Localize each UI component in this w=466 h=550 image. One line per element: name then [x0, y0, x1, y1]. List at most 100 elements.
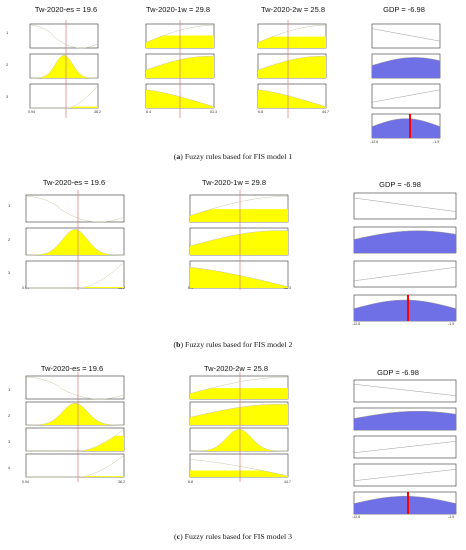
panel-b-input1-rule1-frame [25, 194, 125, 223]
panel-b-input1-title: Tw-2020-es = 19.6 [42, 178, 106, 187]
panel-b-input2-rule1-mf-curve [189, 196, 289, 216]
panel-c-input2-rule3-fill [190, 429, 288, 451]
panel-c-output-rule1-frame [353, 379, 457, 403]
panel-b-input1-rule3-frame [25, 260, 125, 289]
panel-c-input1-rule4-mf-curve [26, 454, 125, 478]
panel-b-output-rule4-mf-curve [353, 299, 457, 309]
panel-c-input1-rule3-mf-curve [26, 428, 125, 452]
caption-text: Fuzzy rules based for FIS model 2 [185, 340, 293, 349]
panel-c-input2-rule2-fill [190, 404, 288, 425]
panel-a-input1-rule3-mf-curve [30, 85, 99, 109]
panel-a-input1-rule2-mf-curve [29, 54, 99, 79]
panel-b-input1-rule2-mf-curve [25, 229, 125, 256]
panel-c-input2-min: 6.8 [188, 480, 193, 484]
panel-b-input1-min: 0.94 [22, 286, 29, 290]
caption-letter: b [176, 340, 181, 349]
panel-c-input2-rule1-fill [190, 388, 288, 399]
panel-b-input1-rule2-fill [26, 229, 124, 255]
panel-a-output-max: -1.9 [433, 140, 440, 144]
panel-b-output-title: GDP = -6.98 [379, 180, 421, 189]
panel-c-rule-number: 4 [8, 465, 11, 470]
caption-text: Fuzzy rules based for FIS model 1 [184, 152, 293, 161]
panel-a-output-rule3-mf-curve [371, 89, 441, 103]
panel-a-output-rule2-mf-curve [371, 57, 441, 66]
panel-b-input2-rule3-fill [190, 267, 288, 288]
panel-c-input2-rule1-mf-curve [189, 376, 289, 394]
panel-a-input3-rule2-mf-curve [257, 56, 326, 71]
panel-a-rule-number: 3 [6, 94, 9, 99]
panel-a-input1-rule3-fill [30, 106, 98, 108]
panel-c-input1-rule2-mf-curve [25, 402, 125, 426]
panel-b-input2-rule3-mf-curve [189, 267, 289, 287]
panel-a-input3-rule1-fill [258, 36, 326, 48]
panel-b-caption: (b) Fuzzy rules based for FIS model 2 [173, 340, 293, 349]
panel-a-input3-max: 44.7 [322, 110, 329, 114]
panel-b-input2-rule2-fill [190, 230, 288, 255]
panel-c-input1-rule1-mf-curve [25, 376, 125, 400]
panel-c-input1-min: 0.94 [22, 480, 29, 484]
panel-b-output-rule1-frame [353, 192, 457, 220]
panel-a-output-min: -12.6 [370, 140, 379, 144]
panel-c-rule-number: 3 [8, 439, 11, 444]
panel-c-input2-title: Tw-2020-2w = 25.8 [204, 364, 268, 373]
panel-b-input2-rule2-mf-curve [189, 230, 288, 247]
panel-c-rule-number: 1 [8, 387, 11, 392]
panel-b-input2-rule1-fill [190, 209, 288, 222]
panel-a-rule-number: 1 [6, 30, 9, 35]
panel-c-input1-rule4-fill [26, 476, 124, 477]
panel-b-output-rule4-fill [354, 300, 456, 321]
panel-b-rule-number: 2 [8, 237, 11, 242]
panel-c-output-rule2-mf-curve [353, 410, 457, 419]
panel-b-input1-rule1-mf-curve [25, 196, 125, 223]
panel-a-input1-rule3-frame [29, 83, 99, 109]
panel-c-output-rule2-fill [354, 411, 456, 430]
panel-a-input3-rule3-fill [258, 89, 326, 108]
panel-c-input1-max: 38.2 [118, 480, 125, 484]
panel-b-output-rule2-mf-curve [353, 230, 457, 240]
panel-b-output-min: -12.6 [352, 322, 361, 326]
panel-c-output-rule4-mf-curve [353, 469, 457, 482]
panel-b-input1-rule3-mf-curve [26, 262, 125, 289]
panel-a-output-rule1-frame [371, 23, 441, 49]
panel-a-input1-rule1-mf-curve [29, 24, 99, 49]
caption-letter: a [176, 152, 181, 161]
panel-c-input2-rule4-fill [190, 470, 288, 477]
panel-a-rule-number: 2 [6, 62, 9, 67]
panel-a-output-title: GDP = -6.98 [383, 5, 425, 14]
panel-c-input1-rule1-frame [25, 375, 125, 400]
caption-letter: c [176, 532, 181, 541]
panel-b-output-rule2-fill [354, 230, 456, 253]
panel-a-input1-rule2-fill [30, 55, 98, 78]
panel-a-input1-rule1-frame [29, 23, 99, 49]
panel-b-input1-rule3-fill [26, 286, 124, 288]
panel-c-input2-max: 44.7 [284, 480, 291, 484]
panel-a-input1-title: Tw-2020-es = 19.6 [34, 5, 98, 14]
panel-c-output-rule1-mf-curve [353, 383, 457, 396]
caption-text: Fuzzy rules based for FIS model 3 [184, 532, 293, 541]
panel-c-output-title: GDP = -6.98 [377, 368, 419, 377]
panel-c-input1-rule2-fill [26, 403, 124, 425]
panel-b-input2-title: Tw-2020-1w = 29.8 [202, 178, 266, 187]
panel-a-input3-min: 6.8 [258, 110, 263, 114]
panel-c-output-max: -1.9 [448, 515, 455, 519]
panel-a-input2-title: Tw-2020-1w = 29.8 [146, 5, 210, 14]
panel-b-output-rule3-mf-curve [353, 266, 457, 282]
panel-a-input2-min: 6.4 [146, 110, 151, 114]
panel-c-output-rule3-mf-curve [353, 441, 457, 454]
panel-a-output-rule2-fill [372, 57, 440, 78]
panel-a-input3-rule3-mf-curve [257, 89, 327, 108]
panel-a-input3-rule1-mf-curve [257, 24, 327, 43]
panel-c-input1-title: Tw-2020-es = 19.6 [40, 364, 104, 373]
panel-a-output-rule4-fill [372, 118, 440, 138]
panel-b-output-max: -1.9 [448, 322, 455, 326]
panel-c-rule-number: 2 [8, 413, 11, 418]
panel-a-output-rule4-mf-curve [371, 118, 441, 127]
panel-a-input3-rule2-fill [258, 56, 326, 78]
panel-c-input1-rule3-fill [26, 435, 124, 451]
panel-a-output-rule1-mf-curve [371, 28, 441, 42]
panel-c-caption: (c) Fuzzy rules based for FIS model 3 [173, 532, 293, 541]
panel-a-input3-title: Tw-2020-2w = 25.8 [261, 5, 325, 14]
panel-a-input1-max: 38.2 [94, 110, 101, 114]
